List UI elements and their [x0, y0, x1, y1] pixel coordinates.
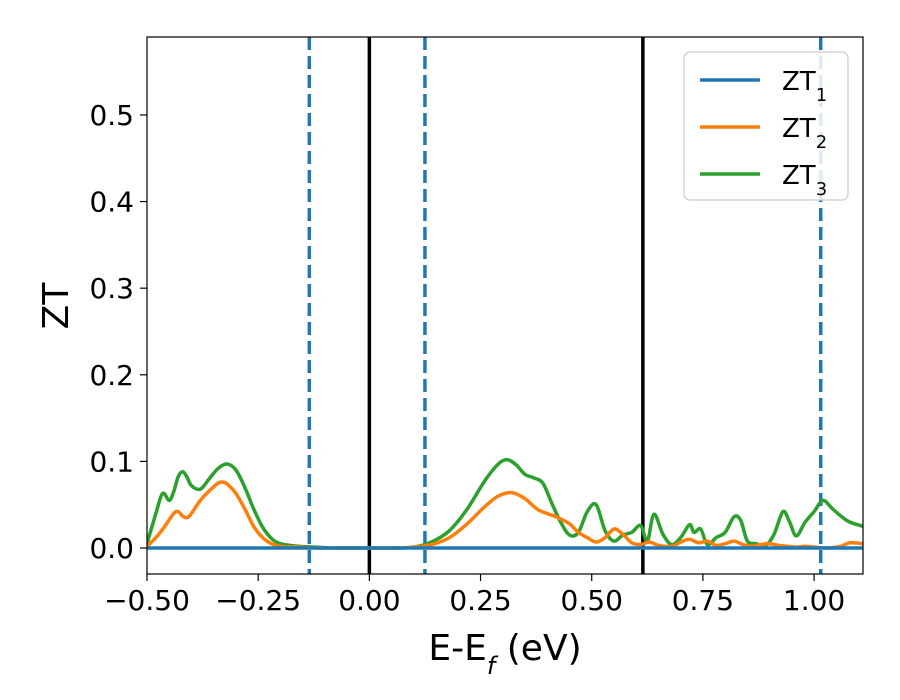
x-tick-label: 0.00 [338, 584, 400, 617]
x-axis: −0.50 −0.25 0.00 0.25 0.50 0.75 1.00 [104, 574, 845, 617]
y-tick-label: 0.2 [89, 359, 134, 392]
series-line-zt3 [147, 457, 863, 550]
series-layer [147, 457, 863, 550]
y-axis-label: ZT [36, 282, 77, 330]
plot-frame [146, 36, 864, 575]
legend: ZT1 ZT2 ZT3 [683, 51, 849, 201]
y-tick-label: 0.3 [89, 272, 134, 305]
x-tick-label: 0.50 [561, 584, 623, 617]
y-tick-label: 0.1 [89, 445, 134, 478]
x-tick-label: −0.50 [104, 584, 190, 617]
y-tick-label: 0.4 [89, 186, 134, 219]
x-tick-label: 1.00 [783, 584, 845, 617]
legend-box [683, 51, 849, 201]
legend-label-zt1: ZT1 [782, 67, 827, 106]
legend-label-zt2: ZT2 [782, 114, 827, 153]
reference-lines [307, 37, 823, 574]
legend-label-zt3: ZT3 [782, 161, 827, 200]
x-tick-label: −0.25 [215, 584, 301, 617]
y-tick-label: 0.0 [89, 532, 134, 565]
x-axis-label: E-Ef (eV) [428, 628, 581, 680]
x-tick-label: 0.75 [672, 584, 734, 617]
x-tick-label: 0.25 [449, 584, 511, 617]
y-tick-label: 0.5 [89, 99, 134, 132]
y-axis: 0.0 0.1 0.2 0.3 0.4 0.5 [89, 99, 147, 565]
